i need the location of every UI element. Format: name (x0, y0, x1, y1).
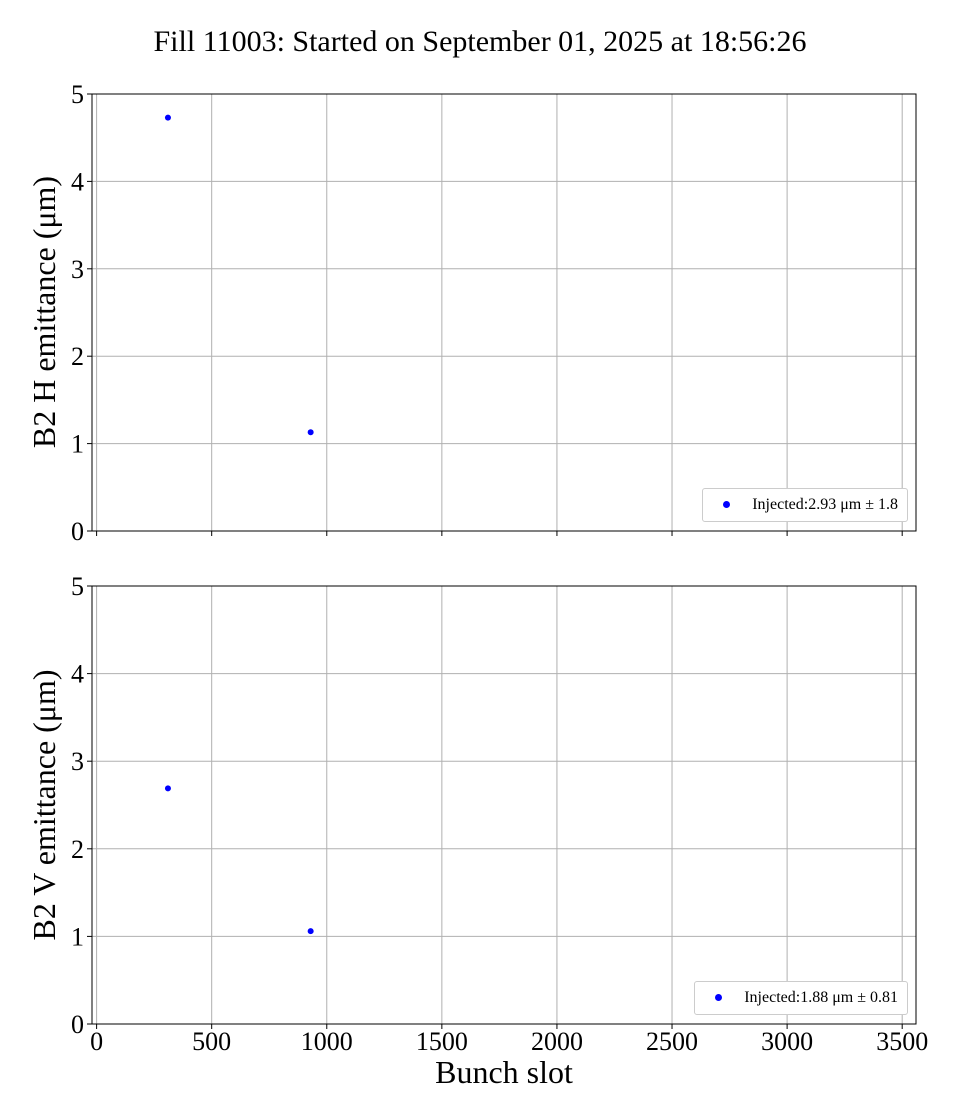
y-tick-label: 5 (71, 572, 84, 601)
y-tick-label: 4 (71, 660, 84, 689)
y-tick-label: 2 (71, 835, 84, 864)
legend-label: Injected:2.93 μm ± 1.8 (752, 496, 898, 513)
axes-frame (91, 585, 917, 1025)
chart-title: Fill 11003: Started on September 01, 202… (153, 25, 807, 58)
y-tick-label: 2 (71, 342, 84, 371)
x-axis-label: Bunch slot (435, 1054, 573, 1090)
legend-marker-icon (715, 993, 723, 1001)
y-tick-label: 1 (71, 430, 84, 459)
y-tick-label: 4 (71, 167, 84, 196)
legend-bottom: Injected:1.88 μm ± 0.81 (694, 981, 908, 1015)
x-tick-label: 2000 (531, 1027, 583, 1056)
y-tick-label: 5 (71, 80, 84, 109)
y-tick-label: 0 (71, 1010, 84, 1039)
y-tick-label: 0 (71, 517, 84, 546)
x-tick-label: 1500 (416, 1027, 468, 1056)
x-tick-label: 0 (90, 1027, 103, 1056)
x-tick-label: 1000 (301, 1027, 353, 1056)
axes-frame (91, 93, 917, 532)
legend-marker-icon (723, 500, 731, 508)
x-tick-label: 500 (192, 1027, 231, 1056)
y-tick-label: 1 (71, 922, 84, 951)
data-point (307, 928, 314, 935)
y-tick-label: 3 (71, 747, 84, 776)
x-tick-label: 3500 (876, 1027, 928, 1056)
legend-top: Injected:2.93 μm ± 1.8 (702, 488, 908, 522)
data-point (164, 785, 171, 792)
x-tick-label: 2500 (646, 1027, 698, 1056)
x-tick-label: 3000 (761, 1027, 813, 1056)
data-point (164, 114, 171, 121)
legend-label: Injected:1.88 μm ± 0.81 (744, 989, 898, 1006)
y-tick-label: 3 (71, 255, 84, 284)
data-point (307, 429, 314, 436)
